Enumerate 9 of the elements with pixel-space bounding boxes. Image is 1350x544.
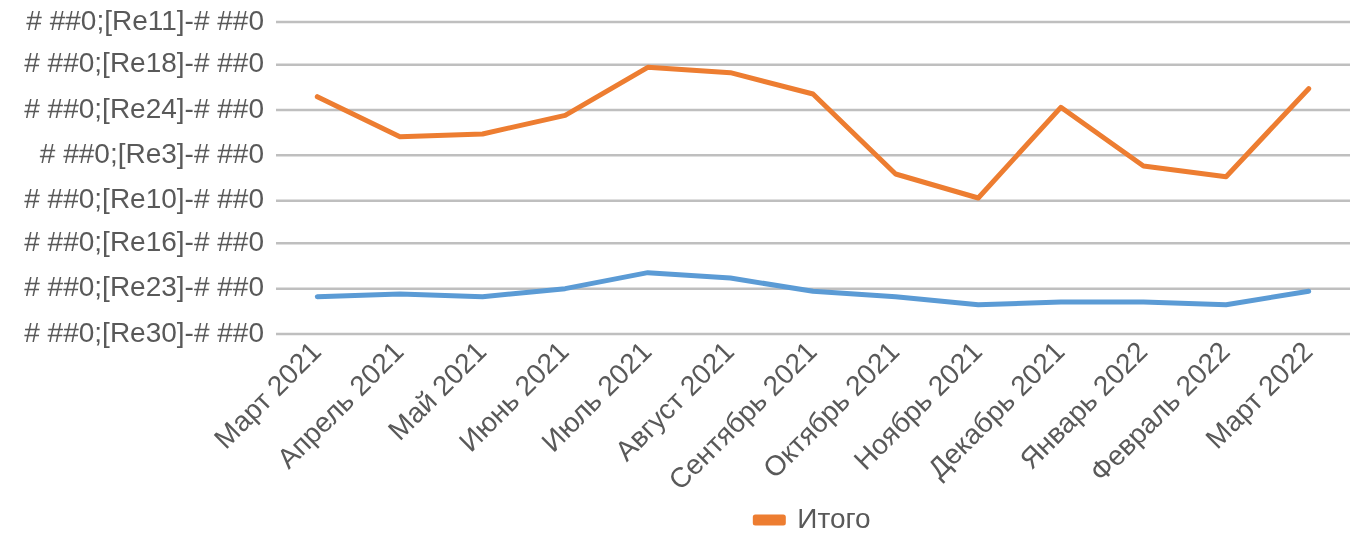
ref-line-label: # ##0;[Re30]-# ##0 [24, 316, 264, 348]
ref-line-label: # ##0;[Re24]-# ##0 [24, 92, 264, 124]
ref-line-label: # ##0;[Re11]-# ##0 [26, 4, 264, 36]
ref-line-label: # ##0;[Re10]-# ##0 [24, 183, 264, 215]
ref-line-label: # ##0;[Re18]-# ##0 [24, 47, 264, 79]
ref-line-label: # ##0;[Re16]-# ##0 [24, 226, 264, 258]
ref-line-label: # ##0;[Re23]-# ##0 [24, 271, 264, 303]
ref-line-label: # ##0;[Re3]-# ##0 [39, 138, 264, 170]
legend-label: Итого [797, 502, 871, 534]
